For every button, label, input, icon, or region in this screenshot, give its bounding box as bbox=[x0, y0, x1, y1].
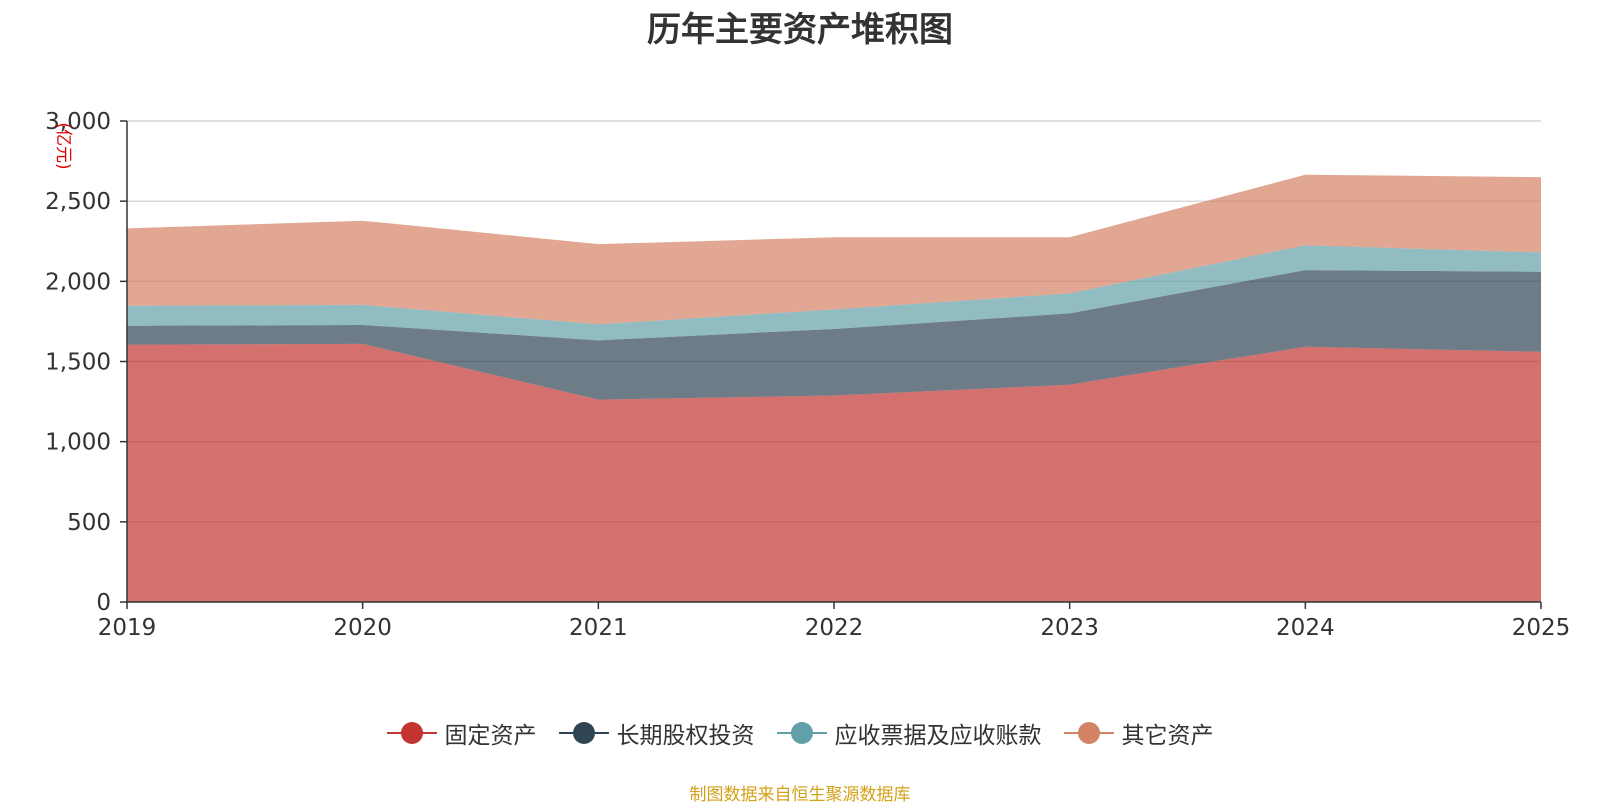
y-tick-label: 2,500 bbox=[45, 189, 111, 215]
area-series-1: 长期股权投资 bbox=[127, 270, 1541, 400]
legend-item-0[interactable]: 固定资产 bbox=[386, 716, 537, 750]
y-tick-label: 1,000 bbox=[45, 430, 111, 456]
legend-dot-marker bbox=[1077, 722, 1100, 744]
x-tick-label: 2024 bbox=[1276, 615, 1335, 641]
chart-title: 历年主要资产堆积图 bbox=[647, 10, 953, 50]
legend-dot-marker bbox=[400, 722, 423, 744]
legend-label: 应收票据及应收账款 bbox=[834, 723, 1042, 749]
y-tick-label: 500 bbox=[67, 510, 111, 536]
legend-item-3[interactable]: 其它资产 bbox=[1063, 716, 1214, 750]
y-tick-label: 0 bbox=[96, 590, 111, 616]
area-series-0: 固定资产 bbox=[127, 343, 1541, 602]
area-series-3: 其它资产 bbox=[127, 174, 1541, 325]
legend-label: 其它资产 bbox=[1121, 723, 1214, 749]
y-tick-label: 2,000 bbox=[45, 269, 111, 295]
y-tick-label: 1,500 bbox=[45, 350, 111, 376]
area-series-2: 应收票据及应收账款 bbox=[127, 245, 1541, 341]
legend-label: 固定资产 bbox=[444, 723, 537, 749]
legend-item-1[interactable]: 长期股权投资 bbox=[558, 716, 755, 750]
source-note: 制图数据来自恒生聚源数据库 bbox=[689, 785, 911, 805]
y-tick-label: 3,000 bbox=[45, 109, 111, 135]
legend-marker-icon bbox=[1063, 721, 1114, 745]
legend-marker-icon bbox=[558, 721, 609, 745]
x-tick-label: 2025 bbox=[1512, 615, 1571, 641]
legend-dot-marker bbox=[572, 722, 595, 744]
legend-marker-icon bbox=[386, 721, 437, 745]
legend-label: 长期股权投资 bbox=[616, 723, 755, 749]
x-tick-label: 2020 bbox=[333, 615, 392, 641]
legend-dot-marker bbox=[790, 722, 813, 744]
legend-marker-icon bbox=[776, 721, 827, 745]
x-tick-label: 2022 bbox=[805, 615, 864, 641]
chart-legend: 固定资产 长期股权投资 应收票据及应收账款 其它资产 bbox=[0, 716, 1600, 750]
legend-item-2[interactable]: 应收票据及应收账款 bbox=[776, 716, 1042, 750]
x-tick-label: 2019 bbox=[98, 615, 157, 641]
y-axis-unit-label: (亿元) bbox=[53, 122, 73, 169]
x-tick-label: 2023 bbox=[1040, 615, 1099, 641]
x-tick-label: 2021 bbox=[569, 615, 628, 641]
